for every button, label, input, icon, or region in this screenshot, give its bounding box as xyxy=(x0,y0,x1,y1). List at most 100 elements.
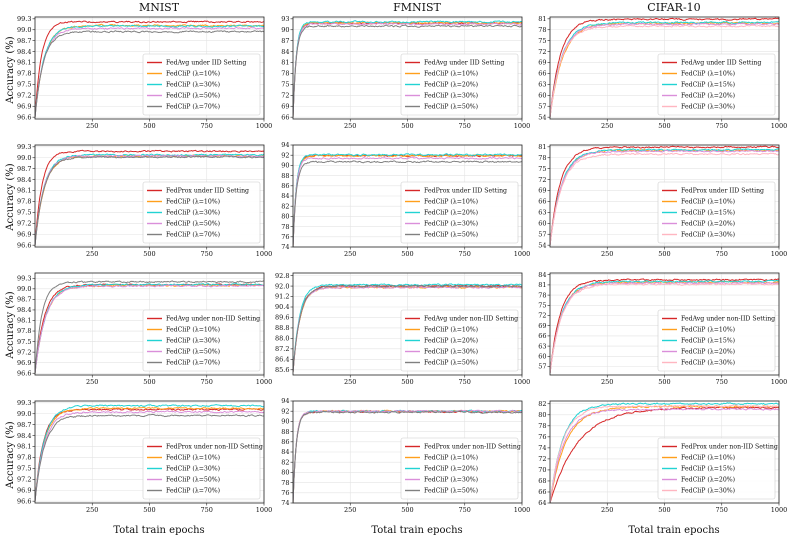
legend-box xyxy=(142,181,261,244)
chart-panel-6: 250 500 750 1000 54 57 60 63 66 69 72 75 78 81 FedProx… xyxy=(538,143,787,258)
axes-frame xyxy=(292,400,523,504)
y-tick-label: 96.9 xyxy=(17,359,31,367)
x-tick-label: 500 xyxy=(143,122,155,130)
x-tick-label: 750 xyxy=(716,122,728,130)
legend-label: FedCliP (λ=30%) xyxy=(681,488,735,495)
series-line xyxy=(293,22,522,118)
legend-label: FedCliP (λ=20%) xyxy=(424,338,478,345)
legend-label: FedCliP (λ=30%) xyxy=(424,93,478,100)
series-line xyxy=(35,149,264,246)
y-tick-label: 96.9 xyxy=(17,486,31,494)
series-line xyxy=(35,413,264,502)
y-tick-label: 69 xyxy=(281,102,289,110)
x-tick-label: 1000 xyxy=(771,378,788,386)
legend-label: FedCliP (λ=10%) xyxy=(166,327,220,334)
legend-label: FedCliP (λ=10%) xyxy=(424,71,478,78)
y-tick-label: 88 xyxy=(281,428,289,436)
legend-label: FedCliP (λ=10%) xyxy=(166,199,220,206)
x-tick-label: 750 xyxy=(201,122,213,130)
y-tick-label: 82 xyxy=(538,400,546,408)
y-tick-label: 96.6 xyxy=(17,369,31,377)
series-line xyxy=(293,283,522,373)
row-ylabel-2: Accuracy (%) xyxy=(5,163,16,231)
y-tick-label: 57 xyxy=(538,102,546,110)
x-tick-label: 250 xyxy=(601,122,613,130)
y-tick-label: 98.4 xyxy=(17,48,31,56)
x-tick-label: 500 xyxy=(401,506,413,514)
y-tick-label: 96.9 xyxy=(17,230,31,238)
y-tick-label: 92.0 xyxy=(275,282,289,290)
x-tick-label: 250 xyxy=(86,378,98,386)
y-tick-label: 76 xyxy=(281,489,289,497)
legend-label: FedCliP (λ=30%) xyxy=(681,232,735,239)
y-tick-label: 98.1 xyxy=(17,187,31,195)
legend-label: FedCliP (λ=20%) xyxy=(681,349,735,356)
chart-panel-1: 250 500 750 1000 96.6 96.9 97.2 97.5 97.8 98.1 98.… xyxy=(17,15,272,130)
series-line xyxy=(35,154,264,246)
y-tick-label: 98.1 xyxy=(17,443,31,451)
y-tick-label: 75 xyxy=(538,165,546,173)
y-tick-label: 86.4 xyxy=(275,356,289,364)
y-tick-label: 96.6 xyxy=(17,113,31,121)
y-tick-label: 74 xyxy=(281,499,289,507)
y-tick-label: 99.0 xyxy=(17,154,31,162)
series-line xyxy=(293,160,522,247)
chart-panel-3: 250 500 750 1000 54 57 60 63 66 69 72 75 78 81 FedAvg … xyxy=(538,15,787,130)
legend: FedProx under non-IID Setting FedCliP (λ=… xyxy=(657,437,778,500)
series-line xyxy=(35,155,264,246)
y-tick-label: 93 xyxy=(281,15,289,23)
series-line xyxy=(35,30,264,118)
y-tick-label: 60 xyxy=(538,220,546,228)
series-line xyxy=(35,20,264,118)
y-tick-label: 99.3 xyxy=(17,399,31,407)
legend-label: FedCliP (λ=30%) xyxy=(166,338,220,345)
y-tick-label: 97.8 xyxy=(17,327,31,335)
row-ylabel-3: Accuracy (%) xyxy=(5,291,16,359)
y-tick-label: 69 xyxy=(538,59,546,67)
x-tick-label: 250 xyxy=(344,506,356,514)
legend-box xyxy=(400,437,519,500)
chart-panel-4: 250 500 750 1000 96.6 96.9 97.2 97.5 97.8 98.1 98.… xyxy=(17,143,272,258)
x-tick-label: 500 xyxy=(401,122,413,130)
legend-label: FedProx under IID Setting xyxy=(166,188,249,195)
axes-frame xyxy=(292,144,523,248)
series-line xyxy=(550,145,779,246)
legend-label: FedCliP (λ=10%) xyxy=(166,71,220,78)
x-tick-label: 1000 xyxy=(771,122,788,130)
x-tick-label: 750 xyxy=(459,378,471,386)
xlabel-cifar10: Total train epochs xyxy=(628,525,719,536)
y-tick-label: 66 xyxy=(538,332,546,340)
y-tick-label: 81 xyxy=(538,281,546,289)
x-tick-label: 1000 xyxy=(514,250,531,258)
series-line xyxy=(550,402,779,503)
y-tick-label: 90 xyxy=(281,26,289,34)
series-line xyxy=(35,26,264,118)
x-tick-label: 250 xyxy=(601,250,613,258)
legend-label: FedCliP (λ=50%) xyxy=(166,349,220,356)
legend-label: FedCliP (λ=50%) xyxy=(166,221,220,228)
y-tick-label: 92.8 xyxy=(275,272,289,280)
y-tick-label: 98.7 xyxy=(17,37,31,45)
y-tick-label: 92 xyxy=(281,407,289,415)
x-tick-label: 500 xyxy=(143,506,155,514)
axes-frame xyxy=(549,144,780,248)
y-tick-label: 60 xyxy=(538,92,546,100)
y-tick-label: 72 xyxy=(538,176,546,184)
legend-label: FedCliP (λ=30%) xyxy=(424,477,478,484)
y-tick-label: 90.4 xyxy=(275,303,289,311)
y-tick-label: 66 xyxy=(538,198,546,206)
legend-label: FedAvg under IID Setting xyxy=(424,60,504,67)
series-line xyxy=(293,20,522,118)
axes-frame xyxy=(549,400,780,504)
axes-frame xyxy=(549,272,780,376)
x-tick-label: 750 xyxy=(716,250,728,258)
x-tick-label: 500 xyxy=(658,250,670,258)
legend: FedProx under IID Setting FedCliP (λ=10%)… xyxy=(142,181,261,244)
y-tick-label: 86 xyxy=(281,182,289,190)
y-tick-label: 57 xyxy=(538,230,546,238)
legend-label: FedCliP (λ=70%) xyxy=(166,488,220,495)
legend-label: FedCliP (λ=10%) xyxy=(166,455,220,462)
y-tick-label: 86 xyxy=(281,438,289,446)
xlabel-mnist: Total train epochs xyxy=(113,525,204,536)
chart-panel-10: 250 500 750 1000 96.6 96.9 97.2 97.5 97.8 98.1 98.… xyxy=(17,399,272,514)
